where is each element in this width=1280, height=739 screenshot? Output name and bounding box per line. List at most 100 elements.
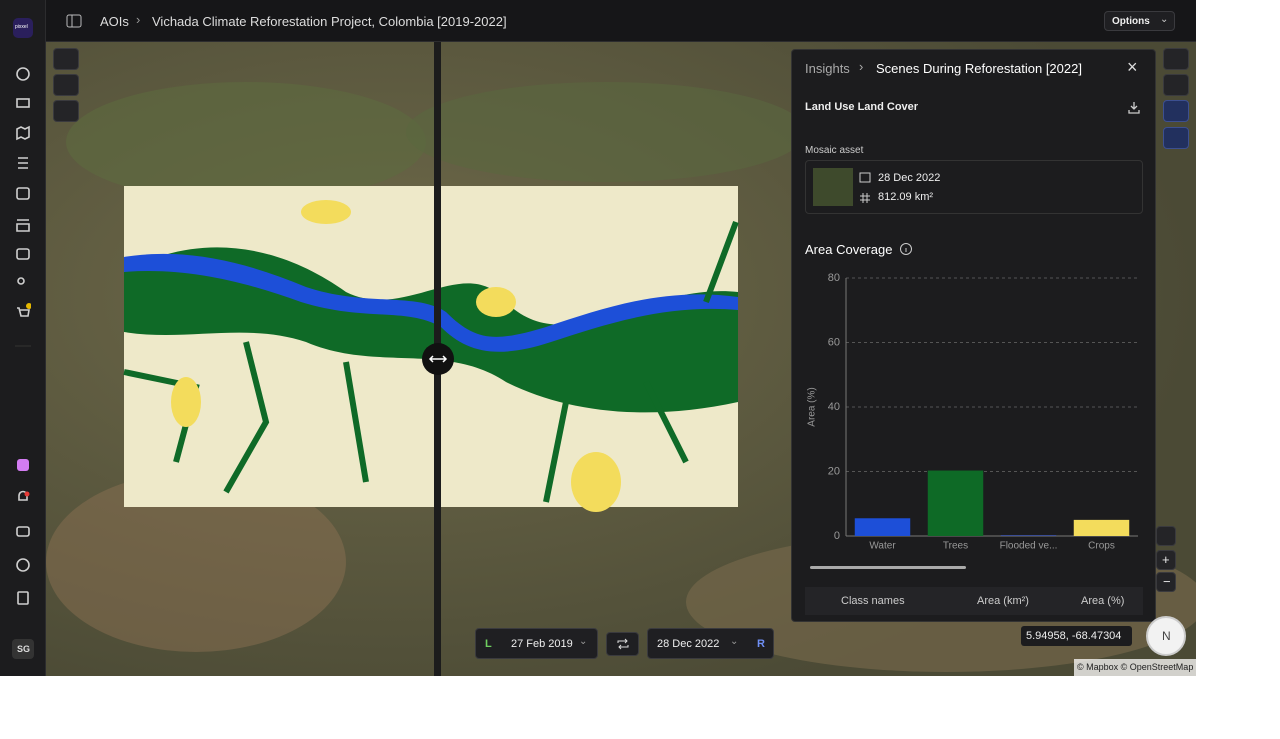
logo[interactable]: pixxel	[13, 18, 33, 38]
page-title: Vichada Climate Reforestation Project, C…	[152, 14, 507, 29]
nav-inbox[interactable]	[16, 248, 30, 260]
crops	[301, 200, 351, 224]
compass-label: N	[1162, 629, 1171, 643]
zoom-in-icon: +	[1162, 552, 1170, 567]
bar	[1000, 535, 1057, 536]
bar	[927, 470, 984, 536]
nav-app[interactable]	[17, 459, 29, 471]
options-button[interactable]: Options ⌄	[1104, 11, 1175, 31]
mosaic-area: 812.09 km²	[878, 191, 934, 203]
swap-icon	[617, 638, 629, 650]
close-button[interactable]: ×	[1127, 57, 1138, 77]
y-tick-label: 40	[828, 401, 840, 413]
table-header: Class names Area (km²) Area (%)	[805, 587, 1143, 615]
logo-text: pixxel	[15, 24, 28, 30]
right-caret: ⌄	[730, 636, 739, 647]
options-label: Options	[1112, 16, 1150, 27]
nav-icons	[15, 67, 31, 605]
mosaic-card[interactable]: 28 Dec 2022 812.09 km²	[805, 160, 1143, 214]
panel-title: Scenes During Reforestation [2022]	[876, 61, 1082, 76]
nav-gallery[interactable]	[16, 187, 30, 200]
notification-badge	[24, 491, 30, 497]
user-initials: SG	[17, 644, 31, 654]
user-avatar[interactable]: SG	[12, 639, 34, 659]
mosaic-label: Mosaic asset	[805, 145, 864, 156]
toggle-sidebar[interactable]	[66, 14, 82, 28]
mosaic-date: 28 Dec 2022	[878, 172, 941, 184]
nav-feeds[interactable]	[16, 98, 30, 108]
sidebar: pixxel SG	[0, 0, 46, 676]
map-tool-layers[interactable]	[1163, 74, 1189, 96]
left-caret: ⌄	[579, 636, 588, 647]
nav-team[interactable]	[17, 277, 25, 285]
crops	[476, 287, 516, 317]
right-label: R	[757, 638, 765, 650]
right-date: 28 Dec 2022	[657, 638, 720, 650]
left-date: 27 Feb 2019	[511, 638, 573, 650]
bar	[854, 518, 911, 536]
terrain	[46, 472, 346, 652]
crops	[571, 452, 621, 512]
options-caret: ⌄	[1160, 14, 1169, 25]
nav-map[interactable]	[16, 125, 30, 141]
zoom-out-icon: −	[1163, 574, 1171, 589]
download-button[interactable]	[1128, 101, 1140, 114]
right-scene-selector[interactable]: 28 Dec 2022 ⌄ R	[647, 628, 774, 659]
terrain	[66, 82, 426, 202]
bar	[1073, 519, 1130, 536]
y-tick-label: 60	[828, 336, 840, 348]
nav-help[interactable]	[16, 558, 30, 572]
map-tool-layers[interactable]	[53, 74, 79, 96]
attribution: © Mapbox © OpenStreetMap	[1074, 659, 1196, 676]
water	[124, 253, 738, 352]
top-bar: AOIs › Vichada Climate Reforestation Pro…	[46, 0, 1196, 42]
panel-breadcrumb-separator: ›	[859, 59, 864, 74]
left-scene-selector[interactable]: L 27 Feb 2019 ⌄	[475, 628, 598, 659]
terrain	[406, 82, 806, 182]
cart-badge	[26, 303, 31, 309]
table-header-cell: Class names	[841, 595, 905, 607]
attribution-text: © Mapbox © OpenStreetMap	[1077, 662, 1194, 672]
panel-breadcrumb-root[interactable]: Insights	[805, 61, 850, 76]
nav-cart[interactable]	[17, 307, 30, 317]
nav-feedback[interactable]	[16, 526, 30, 537]
coordinates-box: 5.94958, -68.47304	[1021, 626, 1132, 646]
chart-scrollbar[interactable]	[810, 566, 966, 569]
nav-notifications[interactable]	[18, 490, 28, 501]
map-tool-ai[interactable]	[53, 100, 79, 122]
map-tool-compare[interactable]	[53, 48, 79, 70]
breadcrumb-root[interactable]: AOIs	[100, 14, 129, 29]
locate-button[interactable]	[1156, 526, 1176, 546]
y-tick-label: 80	[828, 272, 840, 284]
left-label: L	[485, 638, 492, 650]
x-tick-label: Crops	[1088, 541, 1115, 552]
breadcrumb-separator: ›	[136, 12, 141, 27]
nav-explore[interactable]	[16, 67, 30, 81]
nav-workflows[interactable]	[18, 157, 28, 169]
swap-button[interactable]	[606, 632, 639, 656]
compass[interactable]: N	[1146, 616, 1186, 656]
section-title: Land Use Land Cover	[805, 101, 919, 113]
coverage-title: Area Coverage	[805, 242, 893, 257]
nav-docs[interactable]	[17, 591, 29, 605]
x-tick-label: Flooded ve...	[1000, 541, 1058, 552]
nav-store[interactable]	[16, 219, 30, 232]
table-header-cell: Area (%)	[1081, 595, 1125, 607]
map-tool-insights[interactable]	[1163, 127, 1189, 149]
crops	[171, 377, 201, 427]
x-tick-label: Trees	[943, 541, 968, 552]
map-tool-compare[interactable]	[1163, 48, 1189, 70]
mosaic-thumbnail	[813, 168, 853, 206]
app: pixxel SG	[0, 0, 1196, 676]
coordinates: 5.94958, -68.47304	[1026, 630, 1122, 642]
x-tick-label: Water	[869, 541, 896, 552]
zoom-in[interactable]: +	[1156, 550, 1176, 570]
handle-icon	[428, 355, 448, 363]
map-tool-split[interactable]	[1163, 100, 1189, 122]
y-tick-label: 0	[834, 530, 840, 542]
area-coverage-chart: 0 20 40 60 80 Area (%) Water Trees Flooded ve...…	[807, 272, 1138, 552]
info-icon[interactable]	[899, 242, 913, 256]
zoom-out[interactable]: −	[1156, 572, 1176, 592]
y-tick-label: 20	[828, 465, 840, 477]
